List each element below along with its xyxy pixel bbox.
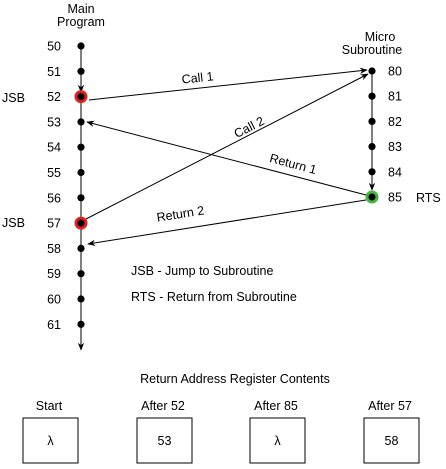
instruction-dot [368, 117, 376, 125]
instruction-dot [77, 67, 85, 75]
subroutine-title-line2: Subroutine [342, 43, 403, 57]
main-address-label: 52 [47, 90, 61, 104]
instruction-dot [77, 118, 85, 126]
instruction-dot [77, 219, 85, 227]
rts-label: RTS [416, 191, 441, 205]
main-address-label: 56 [47, 191, 61, 205]
jsb-label-first: JSB [2, 91, 25, 105]
instruction-dot [368, 168, 376, 176]
register-state-box [363, 417, 420, 464]
subroutine-address-label: 80 [388, 65, 402, 79]
main-address-label: 53 [47, 115, 61, 129]
register-state-box [22, 417, 79, 464]
return2-arrow [87, 199, 367, 247]
main-program-title-line2: Program [57, 15, 105, 29]
instruction-dot [368, 143, 376, 151]
instruction-dot [77, 320, 85, 328]
instruction-dot [368, 193, 376, 201]
legend-jsb: JSB - Jump to Subroutine [131, 264, 273, 278]
register-state-box [136, 417, 193, 464]
subroutine-address-label: 84 [388, 165, 402, 179]
register-title: Return Address Register Contents [140, 372, 330, 386]
call2-label: Call 2 [232, 114, 267, 141]
call1-arrow [88, 67, 368, 101]
instruction-dot [77, 194, 85, 202]
instruction-dot [77, 244, 85, 252]
main-address-label: 57 [47, 217, 61, 231]
register-state-label: Start [36, 399, 63, 413]
instruction-dot [77, 143, 85, 151]
instruction-dot [77, 295, 85, 303]
register-state-label: After 85 [254, 399, 298, 413]
main-address-label: 51 [47, 65, 61, 79]
instruction-dot [77, 270, 85, 278]
register-state-value: λ [274, 434, 281, 448]
register-state-label: After 52 [141, 399, 185, 413]
subroutine-address-label: 81 [388, 90, 402, 104]
call2-arrow [85, 73, 369, 220]
subroutine-address-label: 83 [388, 140, 402, 154]
instruction-dot [368, 92, 376, 100]
subroutine-address-label: 85 [388, 191, 402, 205]
main-program-flow: 50 51 52 53 54 55 56 57 58 59 60 61 [47, 40, 88, 351]
register-states: Start λ After 52 53 After 85 λ After 57 58 [22, 399, 420, 464]
register-state-value: 53 [158, 434, 172, 448]
main-address-label: 54 [47, 141, 61, 155]
main-address-label: 61 [47, 318, 61, 332]
instruction-dot [77, 42, 85, 50]
main-address-label: 50 [47, 40, 61, 54]
instruction-dot [368, 67, 376, 75]
subroutine-title-line1: Micro [365, 30, 396, 44]
subroutine-flow: 80 81 82 83 84 85 [365, 65, 402, 205]
legend-rts: RTS - Return from Subroutine [131, 290, 297, 304]
return1-arrow [86, 120, 367, 196]
instruction-dot [77, 168, 85, 177]
main-address-label: 58 [47, 242, 61, 256]
register-state-value: λ [47, 434, 54, 448]
register-state-label: After 57 [368, 399, 412, 413]
main-program-title-line1: Main [67, 2, 94, 16]
instruction-dot [77, 93, 85, 101]
call1-label: Call 1 [181, 69, 214, 86]
register-state-box [249, 417, 306, 464]
main-address-label: 55 [47, 166, 61, 180]
subroutine-address-label: 82 [388, 115, 402, 129]
register-state-value: 58 [385, 434, 399, 448]
main-address-label: 59 [47, 267, 61, 281]
main-address-label: 60 [47, 293, 61, 307]
jsb-label-second: JSB [2, 216, 25, 230]
return2-label: Return 2 [156, 203, 206, 224]
return1-label: Return 1 [268, 151, 318, 177]
